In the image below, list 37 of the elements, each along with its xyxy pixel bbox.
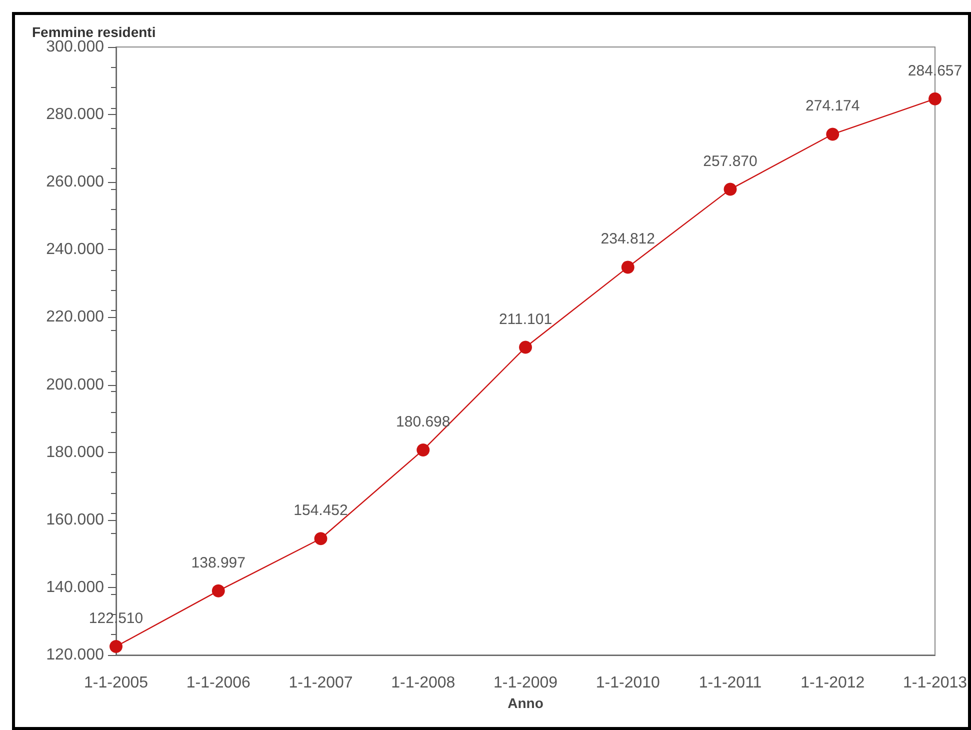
y-tick-label: 220.000 [46, 308, 104, 326]
x-tick-label: 1-1-2012 [800, 674, 865, 692]
y-tick-label: 140.000 [46, 578, 104, 596]
x-tick-label: 1-1-2013 [902, 674, 968, 692]
point [110, 640, 122, 654]
point [621, 260, 634, 274]
point [826, 128, 840, 141]
point [724, 182, 737, 196]
y-tick-label: 180.000 [46, 444, 104, 461]
point [416, 443, 430, 456]
y-tick-label: 280.000 [46, 106, 104, 124]
point [314, 532, 328, 546]
data-label: 138.997 [191, 554, 246, 572]
y-tick-label: 260.000 [46, 174, 104, 191]
data-label: 234.812 [600, 230, 655, 248]
data-label: 211.101 [498, 310, 552, 328]
y-tick-label: 300.000 [46, 38, 104, 56]
data-label: 257.870 [703, 152, 758, 170]
x-tick-label: 1-1-2006 [186, 674, 250, 692]
data-label: 154.452 [294, 502, 348, 520]
x-tick-label: 1-1-2010 [596, 674, 660, 692]
y-tick-label: 160.000 [46, 511, 104, 528]
y-tick-label: 200.000 [46, 376, 104, 394]
y-tick-label: 240.000 [46, 241, 104, 258]
x-tick-label: 1-1-2008 [391, 674, 456, 692]
x-tick-label: 1-1-2009 [493, 674, 558, 692]
data-label: 180.698 [396, 413, 450, 430]
x-tick-label: 1-1-2011 [698, 674, 762, 692]
x-tick-label: 1-1-2005 [84, 674, 148, 692]
point [212, 584, 225, 598]
point [519, 340, 532, 354]
y-axis-title: Femmine residenti [32, 24, 156, 40]
x-axis-title: Anno [508, 694, 544, 711]
data-label: 274.174 [806, 98, 860, 115]
x-tick-label: 1-1-2007 [288, 674, 353, 692]
y-tick-label: 120.000 [46, 646, 104, 664]
point [928, 92, 942, 106]
